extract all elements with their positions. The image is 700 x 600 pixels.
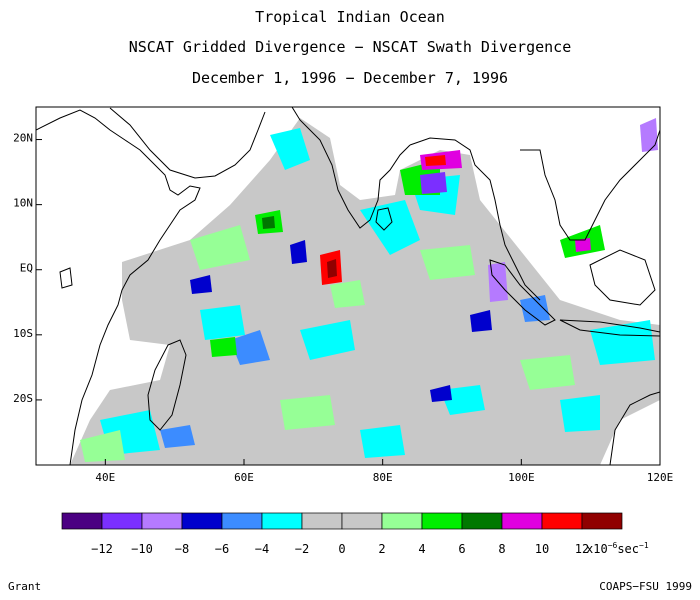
latitude-label: 20S xyxy=(13,392,33,405)
divergence-field xyxy=(36,107,660,465)
coastlines xyxy=(36,107,660,465)
colorbar-swatch xyxy=(301,512,343,530)
java-coastline xyxy=(559,319,660,337)
field-cyan xyxy=(200,305,245,340)
srilanka-coastline xyxy=(375,207,393,231)
arabia-coastline xyxy=(109,107,266,179)
field-cyan xyxy=(560,395,600,432)
field-cyan xyxy=(440,385,485,415)
colorbar-label: 10 xyxy=(535,542,549,556)
field-neutral xyxy=(70,118,660,465)
map-subtitle: NSCAT Gridded Divergence − NSCAT Swath D… xyxy=(128,38,572,56)
latitude-label: 10S xyxy=(13,327,33,340)
latitude-label: EQ xyxy=(20,262,33,275)
colorbar-swatch xyxy=(181,512,223,530)
colorbar-swatch xyxy=(101,512,143,530)
bay-bengal-coastline xyxy=(409,137,541,301)
colorbar-swatch xyxy=(341,512,383,530)
field-lightblue xyxy=(520,295,550,322)
colorbar-label: 2 xyxy=(378,542,385,556)
units-exponent: −6 xyxy=(608,541,618,550)
india-coastline xyxy=(291,107,411,229)
colorbar-label: 12 xyxy=(575,542,589,556)
field-green xyxy=(210,337,237,357)
colorbar-swatch xyxy=(541,512,583,530)
field-blue xyxy=(290,240,307,264)
field-lightgreen xyxy=(190,225,250,270)
colorbar-label: −4 xyxy=(255,542,269,556)
field-darkgreen xyxy=(262,216,275,229)
latitude-label: 10N xyxy=(13,197,33,210)
field-violet xyxy=(640,118,658,152)
colorbar-swatch xyxy=(221,512,263,530)
field-violet xyxy=(420,172,447,194)
colorbar xyxy=(61,512,623,530)
map-title: Tropical Indian Ocean xyxy=(255,8,445,26)
field-lightblue xyxy=(230,330,270,365)
longitude-label: 60E xyxy=(234,471,254,484)
field-lightgreen xyxy=(280,395,335,430)
australia-coastline xyxy=(609,391,660,465)
indochina-coastline xyxy=(520,129,660,241)
field-blue xyxy=(190,275,212,294)
socotra-coastline xyxy=(59,267,73,289)
madagascar-coastline xyxy=(147,339,187,431)
africa-coastline xyxy=(36,109,201,465)
colorbar-swatch xyxy=(381,512,423,530)
field-lightgreen xyxy=(420,245,475,280)
colorbar-label: 8 xyxy=(498,542,505,556)
units-base: x10 xyxy=(586,542,608,556)
borneo-coastline xyxy=(589,249,656,306)
author-credit: Grant xyxy=(8,580,42,593)
colorbar-units: x10−6sec−1 xyxy=(586,541,649,556)
colorbar-labels: −12 −10 −8 −6 −4 −2 0 2 4 6 8 10 12 xyxy=(91,542,589,556)
colorbar-swatch xyxy=(421,512,463,530)
colorbar-label: −10 xyxy=(131,542,153,556)
map-frame xyxy=(35,106,661,466)
latitude-label: 20N xyxy=(13,132,33,145)
field-cyan xyxy=(270,128,310,170)
colorbar-label: −8 xyxy=(175,542,189,556)
field-lightgreen xyxy=(80,430,125,462)
field-blue xyxy=(470,310,492,332)
colorbar-swatch xyxy=(581,512,623,530)
colorbar-swatch xyxy=(461,512,503,530)
field-red xyxy=(425,155,446,166)
colorbar-swatch xyxy=(501,512,543,530)
field-lightblue xyxy=(160,425,195,448)
field-magenta xyxy=(575,238,591,252)
colorbar-label: −2 xyxy=(295,542,309,556)
latitude-axis: 20N 10N EQ 10S 20S xyxy=(13,132,42,405)
date-range: December 1, 1996 − December 7, 1996 xyxy=(191,69,509,87)
longitude-label: 100E xyxy=(508,471,535,484)
field-lightgreen xyxy=(330,280,365,308)
colorbar-swatch xyxy=(61,512,103,530)
colorbar-swatch xyxy=(141,512,183,530)
longitude-label: 80E xyxy=(373,471,393,484)
field-cyan xyxy=(360,200,420,255)
colorbar-label: 0 xyxy=(338,542,345,556)
colorbar-label: 4 xyxy=(418,542,425,556)
colorbar-swatch xyxy=(261,512,303,530)
field-darkred xyxy=(327,259,337,278)
colorbar-label: −12 xyxy=(91,542,113,556)
colorbar-label: 6 xyxy=(458,542,465,556)
field-cyan xyxy=(590,320,655,365)
colorbar-label: −6 xyxy=(215,542,229,556)
units-suffix: sec xyxy=(617,542,639,556)
field-cyan xyxy=(300,320,355,360)
field-cyan xyxy=(360,425,405,458)
field-blue xyxy=(430,385,452,402)
longitude-label: 120E xyxy=(647,471,674,484)
organization-credit: COAPS−FSU 1999 xyxy=(599,580,692,593)
sumatra-coastline xyxy=(489,259,556,326)
units-suffix-exponent: −1 xyxy=(639,541,649,550)
longitude-axis: 40E 60E 80E 100E 120E xyxy=(95,459,673,484)
longitude-label: 40E xyxy=(95,471,115,484)
field-lightgreen xyxy=(520,355,575,390)
